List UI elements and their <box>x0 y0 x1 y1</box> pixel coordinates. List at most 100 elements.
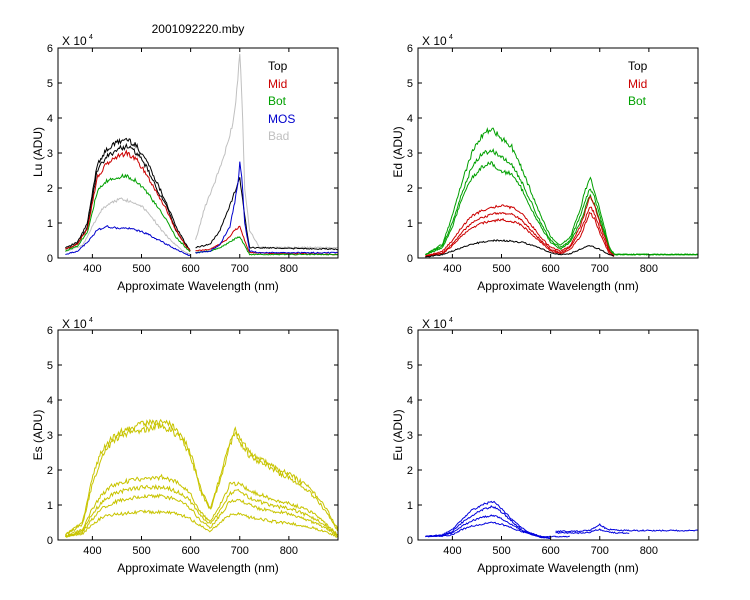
eu-x-tick-label: 600 <box>541 545 559 557</box>
es-y-tick-label: 1 <box>47 500 53 512</box>
eu-plot-area: 400 500 600 700 800 0 1 2 3 4 5 6 <box>407 325 699 557</box>
es-ylabel: Es (ADU) <box>31 410 45 461</box>
eu-y-tick-label: 1 <box>407 500 413 512</box>
eu-series-line <box>425 521 570 538</box>
eu-series-line <box>555 528 630 535</box>
es-series-line <box>65 473 338 538</box>
es-series-line <box>65 483 338 538</box>
lu-series-line <box>195 225 339 256</box>
ed-plot-area: 400 500 600 700 800 0 1 2 3 4 5 6 <box>407 43 699 275</box>
ed-axes-frame <box>417 47 699 259</box>
panel-ed: 400 500 600 700 800 0 1 2 3 4 5 6 X 10 4 Ed (ADU) A… <box>391 34 699 293</box>
lu-x-tick-label: 400 <box>83 263 101 275</box>
lu-series-line <box>65 225 191 257</box>
es-y-tick-label: 5 <box>47 360 53 372</box>
es-series-line <box>65 418 338 535</box>
es-y-tick-label: 6 <box>47 325 53 337</box>
ed-y-tick-label: 1 <box>407 218 413 230</box>
ed-xlabel: Approximate Wavelength (nm) <box>477 279 639 293</box>
lu-series-line <box>65 173 191 253</box>
legend-bot: Bot <box>628 94 647 108</box>
eu-y-tick-label: 0 <box>407 535 413 547</box>
eu-exponent: 4 <box>449 317 453 324</box>
lu-axes-frame <box>57 47 339 259</box>
legend-mid: Mid <box>628 77 647 91</box>
lu-legend: Top Mid Bot MOS Bad <box>268 59 295 143</box>
es-y-tick-label: 3 <box>47 430 53 442</box>
ed-multiplier: X 10 <box>422 34 447 48</box>
panel-lu: 400 500 600 700 800 0 1 2 3 4 5 6 X 10 4 Lu (ADU) A… <box>31 34 339 293</box>
es-series-line <box>64 422 338 536</box>
lu-series-line <box>65 149 191 252</box>
eu-y-tick-label: 3 <box>407 430 413 442</box>
eu-series-line <box>425 500 551 539</box>
eu-y-tick-label: 4 <box>407 395 413 407</box>
es-x-tick-label: 500 <box>132 545 150 557</box>
lu-x-tick-label: 700 <box>231 263 249 275</box>
legend-mid: Mid <box>268 77 287 91</box>
lu-series-line <box>195 161 338 254</box>
es-y-tick-label: 2 <box>47 465 53 477</box>
eu-ylabel: Eu (ADU) <box>391 409 405 460</box>
ed-series-line <box>425 148 698 256</box>
panel-es: 400 500 600 700 800 0 1 2 3 4 5 6 X 10 4 Es (ADU) A… <box>31 317 339 575</box>
es-x-tick-label: 800 <box>280 545 298 557</box>
lu-x-tick-label: 500 <box>132 263 150 275</box>
es-exponent: 4 <box>89 317 93 324</box>
lu-series-line <box>65 197 191 255</box>
legend-top: Top <box>628 59 648 73</box>
legend-top: Top <box>268 59 288 73</box>
eu-x-tick-label: 700 <box>591 545 609 557</box>
ed-ylabel: Ed (ADU) <box>391 126 405 177</box>
ed-y-tick-label: 3 <box>407 148 413 160</box>
ed-series-line <box>425 211 615 257</box>
lu-multiplier: X 10 <box>62 34 87 48</box>
lu-y-tick-label: 4 <box>47 113 53 125</box>
lu-x-tick-label: 800 <box>280 263 298 275</box>
es-x-tick-label: 600 <box>181 545 199 557</box>
lu-y-tick-label: 3 <box>47 148 53 160</box>
eu-y-tick-label: 6 <box>407 325 413 337</box>
eu-x-tick-label: 800 <box>640 545 658 557</box>
panel-eu: 400 500 600 700 800 0 1 2 3 4 5 6 X 10 4 Eu (ADU) A… <box>391 317 699 575</box>
ed-series-line <box>425 206 615 257</box>
es-x-tick-label: 400 <box>83 545 101 557</box>
eu-y-tick-label: 5 <box>407 360 413 372</box>
eu-multiplier: X 10 <box>422 317 447 331</box>
eu-x-tick-label: 400 <box>443 545 461 557</box>
ed-legend: Top Mid Bot <box>628 59 648 108</box>
es-xlabel: Approximate Wavelength (nm) <box>117 561 279 575</box>
lu-exponent: 4 <box>89 34 93 41</box>
ed-y-tick-label: 4 <box>407 113 413 125</box>
lu-series-line <box>195 53 339 249</box>
lu-y-tick-label: 2 <box>47 183 53 195</box>
es-y-tick-label: 0 <box>47 535 53 547</box>
lu-series-line <box>195 236 339 256</box>
ed-x-tick-label: 400 <box>443 263 461 275</box>
legend-bot: Bot <box>268 94 287 108</box>
es-plot-area: 400 500 600 700 800 0 1 2 3 4 5 6 <box>47 325 339 557</box>
lu-plot-area: 400 500 600 700 800 0 1 2 3 4 5 6 <box>47 43 339 275</box>
eu-y-tick-label: 2 <box>407 465 413 477</box>
lu-x-tick-label: 600 <box>181 263 199 275</box>
eu-axes-frame <box>417 329 699 541</box>
lu-xlabel: Approximate Wavelength (nm) <box>117 279 279 293</box>
ed-y-tick-label: 2 <box>407 183 413 195</box>
ed-x-tick-label: 800 <box>640 263 658 275</box>
eu-x-tick-label: 500 <box>492 545 510 557</box>
ed-series-line <box>425 160 698 256</box>
lu-series-line <box>65 137 191 251</box>
lu-y-tick-label: 5 <box>47 78 53 90</box>
ed-y-tick-label: 6 <box>407 43 413 55</box>
lu-ylabel: Lu (ADU) <box>31 127 45 177</box>
ed-y-tick-label: 5 <box>407 78 413 90</box>
ed-series-line <box>425 126 698 256</box>
lu-y-tick-label: 6 <box>47 43 53 55</box>
legend-mos: MOS <box>268 112 295 126</box>
es-series-line <box>64 493 338 538</box>
es-x-tick-label: 700 <box>231 545 249 557</box>
lu-y-tick-label: 1 <box>47 218 53 230</box>
ed-x-tick-label: 500 <box>492 263 510 275</box>
lu-series-line <box>195 177 339 251</box>
